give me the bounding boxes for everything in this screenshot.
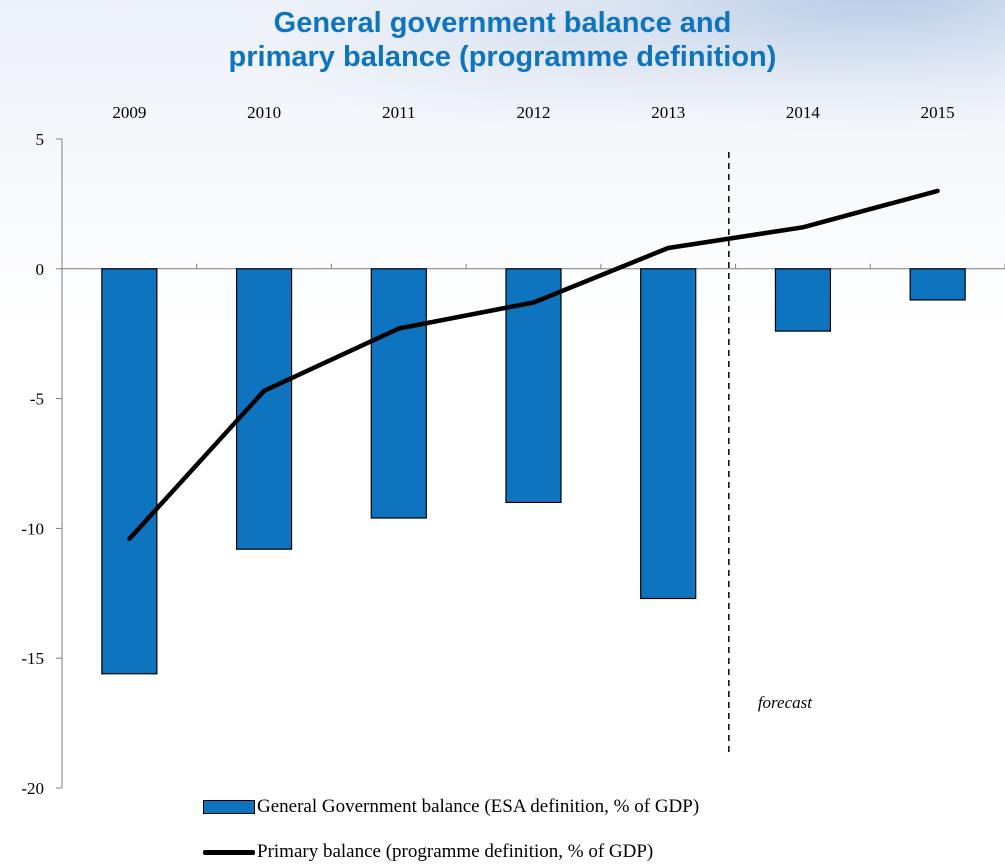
line-series <box>127 188 940 542</box>
legend-swatch-bar <box>203 800 255 814</box>
y-tick-label: 5 <box>36 130 45 149</box>
bar <box>101 268 158 675</box>
bar-series <box>101 268 966 675</box>
legend-label-primary-balance: Primary balance (programme definition, %… <box>257 841 654 862</box>
bar <box>909 268 966 301</box>
x-tick-label: 2012 <box>517 103 551 122</box>
bar <box>640 268 697 600</box>
bar <box>370 268 427 519</box>
y-tick-label: -5 <box>30 390 44 409</box>
background-flag-image <box>0 0 1005 330</box>
bar <box>235 268 293 550</box>
legend-label-gg-balance: General Government balance (ESA definiti… <box>257 796 700 817</box>
x-tick-label: 2014 <box>786 103 821 122</box>
x-tick-label: 2015 <box>921 103 955 122</box>
x-tick-label: 2009 <box>112 103 146 122</box>
chart-title-line-2: primary balance (programme definition) <box>228 41 777 73</box>
y-tick-label: 0 <box>36 260 45 279</box>
y-tick-label: -20 <box>21 779 44 798</box>
forecast-label: forecast <box>758 693 813 712</box>
legend-item-primary-balance: Primary balance (programme definition, %… <box>203 841 653 863</box>
tick-labels: 5 0 -5 -10 -15 -20 2009 2010 2011 2012 2013 2014 201… <box>21 103 954 798</box>
x-tick-label: 2010 <box>247 103 281 122</box>
chart-title: General government balance and primary b… <box>0 6 1005 74</box>
chart-title-line-1: General government balance and <box>273 7 732 39</box>
bar <box>774 268 832 332</box>
x-tick-label: 2011 <box>382 103 415 122</box>
y-tick-label: -15 <box>21 649 44 668</box>
legend-item-gg-balance: General Government balance (ESA definiti… <box>203 796 699 818</box>
x-tick-label: 2013 <box>651 103 685 122</box>
y-tick-label: -10 <box>21 519 44 538</box>
legend-swatch-line <box>203 849 255 855</box>
